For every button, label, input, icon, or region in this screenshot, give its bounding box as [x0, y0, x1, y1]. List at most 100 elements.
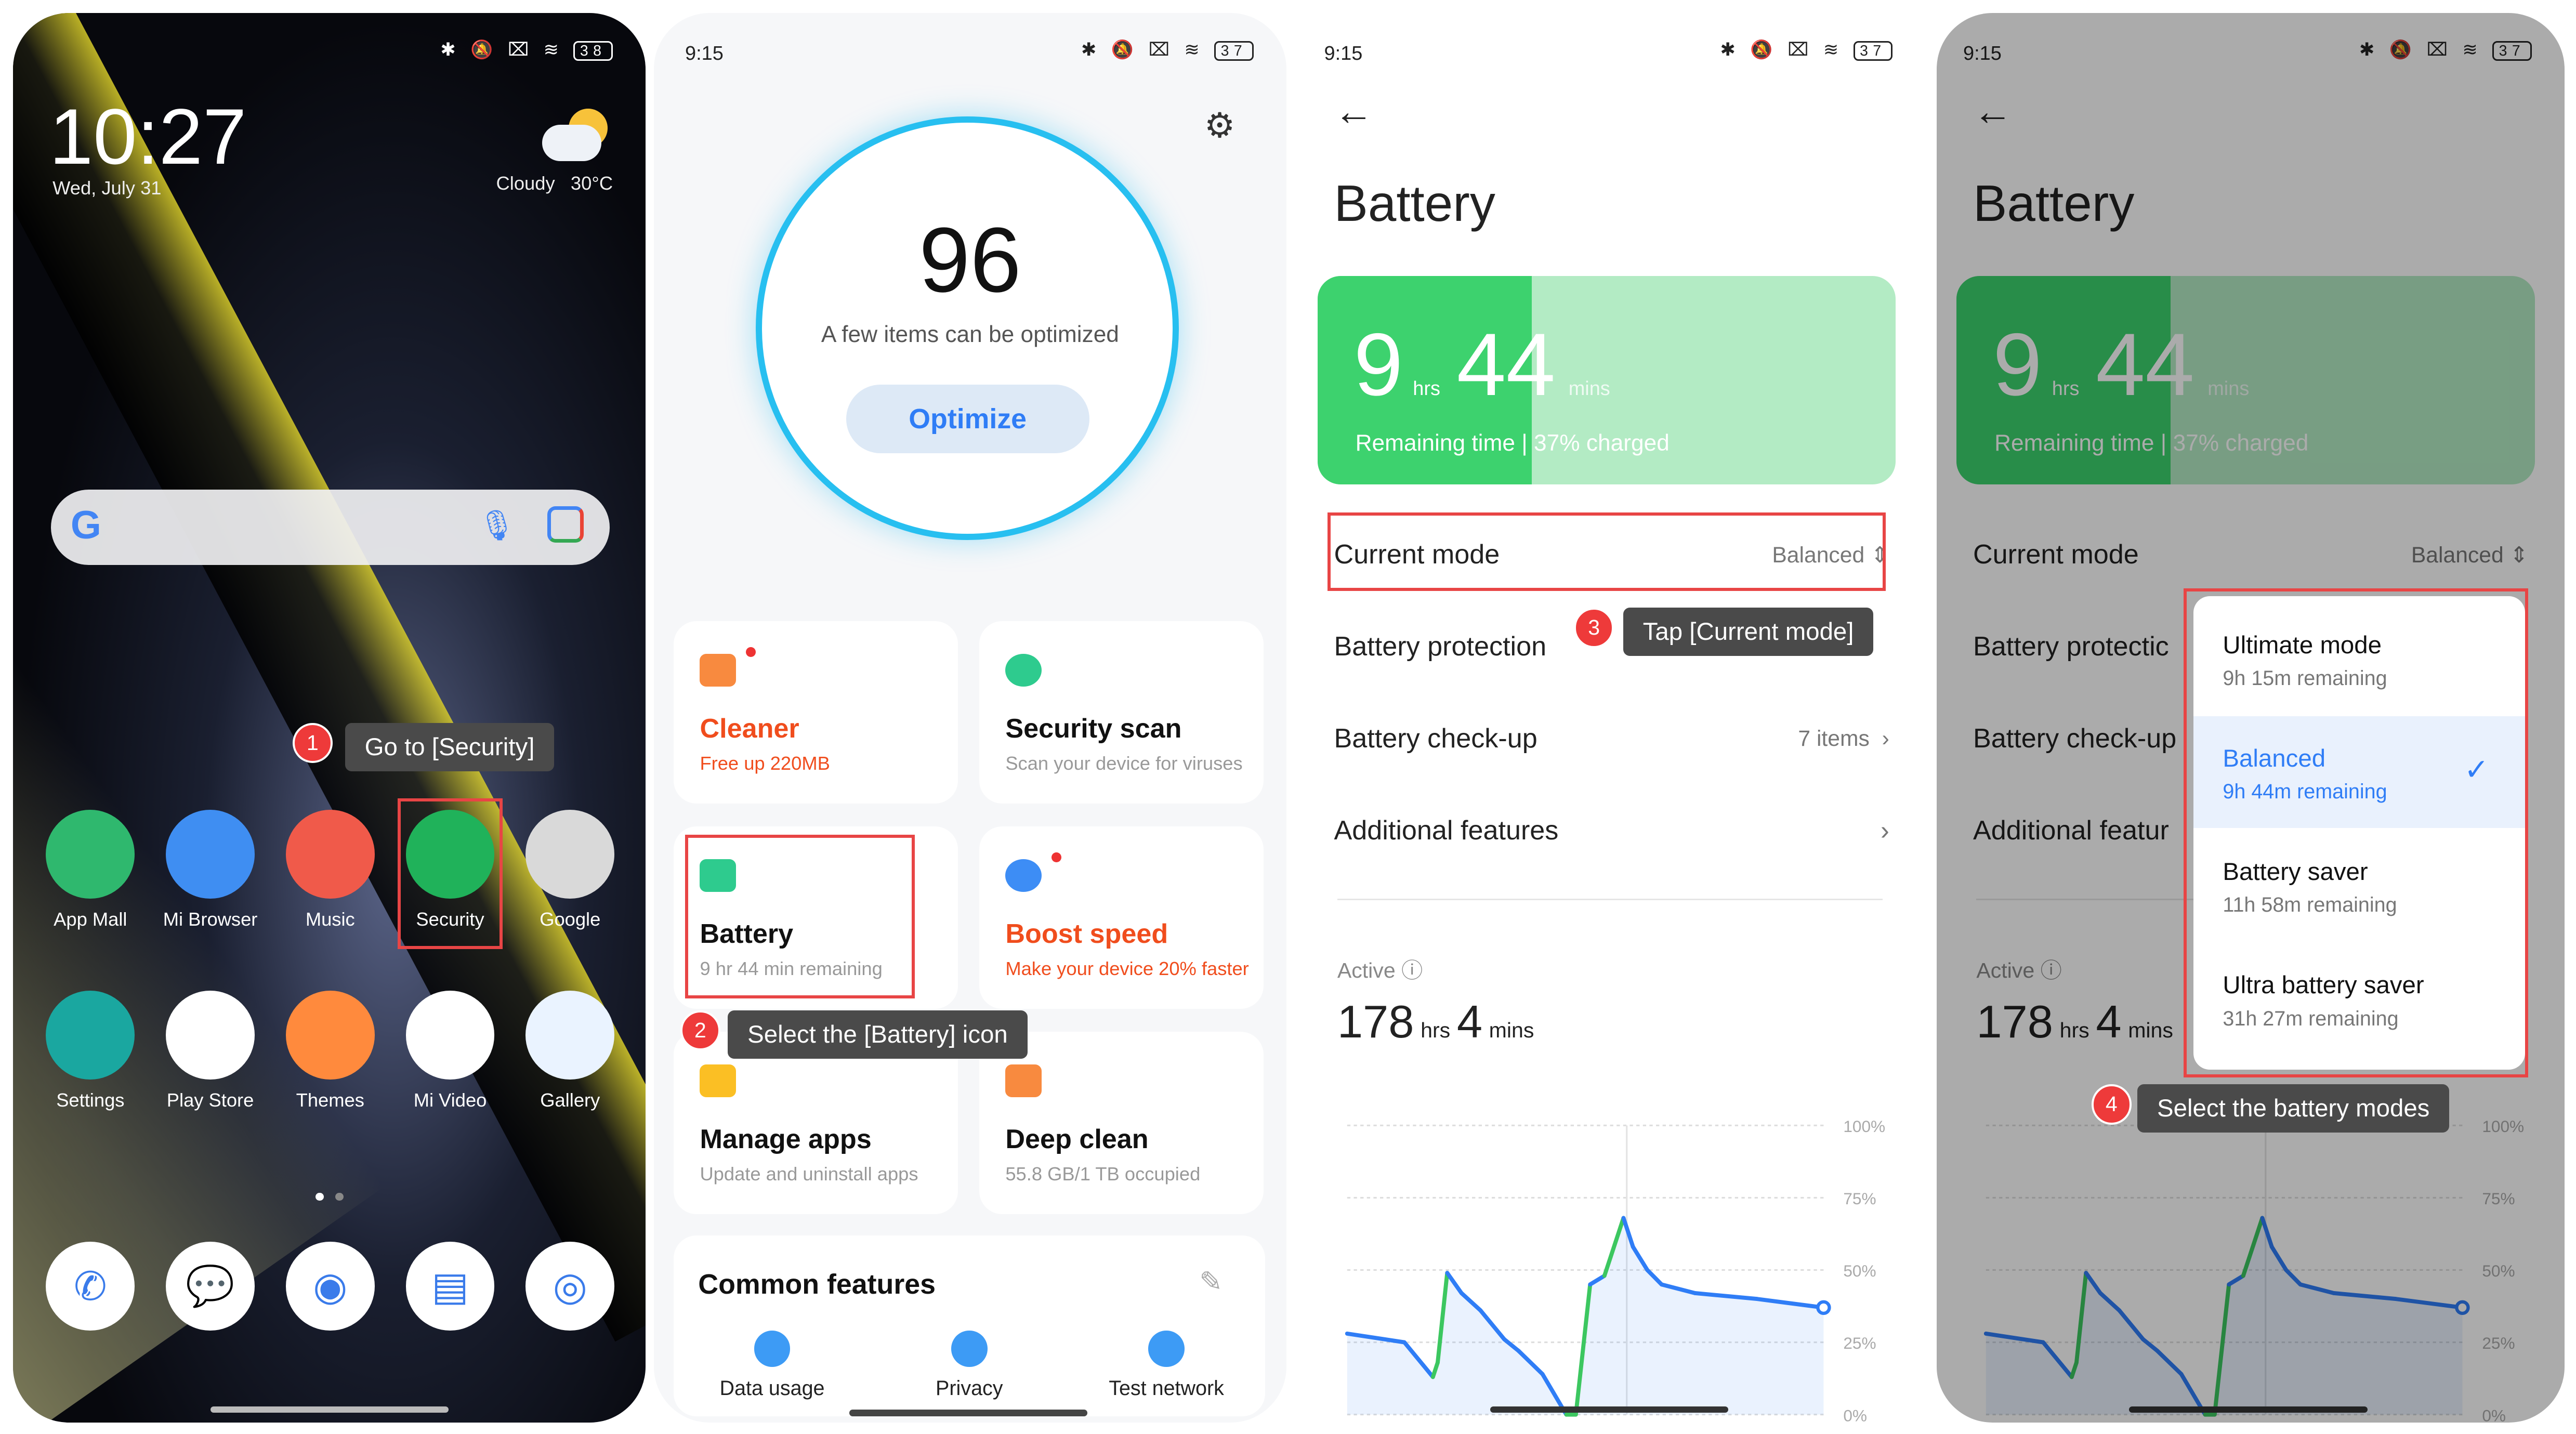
card-security-scan[interactable]: Security scan Scan your device for viruse…	[979, 621, 1264, 804]
card-deep-clean[interactable]: Deep clean 55.8 GB/1 TB occupied	[979, 1031, 1264, 1214]
back-arrow-icon[interactable]: ←	[1334, 89, 1374, 134]
step-badge: 3	[1573, 608, 1614, 648]
current-mode-value[interactable]: Balanced ⇕	[1772, 543, 1889, 568]
weather-condition: Cloudy	[496, 172, 555, 194]
y-tick-label: 100%	[1843, 1117, 1885, 1136]
charge-level-fill	[1956, 275, 2171, 485]
messages-icon: 💬	[166, 1242, 255, 1331]
card-title: Security scan	[1005, 713, 1182, 744]
google-folder-icon	[525, 810, 615, 899]
battery-checkup-label[interactable]: Battery check-up	[1334, 723, 1537, 754]
mode-option[interactable]: Ultimate mode 9h 15m remaining	[2193, 603, 2525, 715]
chart-segment	[1659, 1282, 1697, 1295]
home-indicator[interactable]	[849, 1409, 1088, 1416]
google-search-bar[interactable]: G 🎙	[50, 489, 610, 565]
dock-phone[interactable]: ✆	[33, 1242, 148, 1340]
current-mode-label[interactable]: Current mode	[1334, 539, 1500, 570]
app-themes[interactable]: Themes	[273, 990, 388, 1111]
app-play-store[interactable]: Play Store	[153, 990, 268, 1111]
common-features-card: Common features ✎ Data usage Privacy Test …	[673, 1235, 1265, 1416]
app-music[interactable]: Music	[273, 810, 388, 930]
chart-segment	[2060, 1363, 2074, 1379]
feature-privacy[interactable]: Privacy	[871, 1331, 1068, 1400]
battery-screen: 9:15 ✱ 🔕 ⌧ ≋ 37 ← Battery 9 hrs 44 mins Rem…	[1297, 13, 1926, 1423]
help-icon[interactable]: ⓘ	[1401, 958, 1423, 983]
date: Wed, July 31	[52, 177, 162, 199]
chart-segment	[1502, 1337, 1521, 1353]
status-time: 9:15	[1324, 43, 1363, 65]
dock-chrome[interactable]: ◉	[273, 1242, 388, 1340]
browser-icon	[166, 810, 255, 899]
chart-segment	[1478, 1308, 1492, 1324]
feature-test-network[interactable]: Test network	[1068, 1331, 1265, 1400]
hrs-unit: hrs	[2052, 377, 2080, 400]
dock-messages[interactable]: 💬	[153, 1242, 268, 1340]
google-g-icon: G	[70, 503, 101, 548]
chart-segment	[2141, 1337, 2160, 1353]
chart-segment	[2117, 1308, 2132, 1324]
feature-data-usage[interactable]: Data usage	[674, 1331, 871, 1400]
chart-segment	[2260, 1216, 2275, 1249]
mins-unit: mins	[2207, 377, 2250, 400]
chrome-icon: ◉	[285, 1242, 375, 1331]
chart-segment	[1984, 1331, 2046, 1345]
app-mi-video[interactable]: Mi Video	[392, 990, 507, 1111]
app-gallery[interactable]: Gallery	[512, 990, 627, 1111]
home-indicator[interactable]	[1490, 1406, 1729, 1413]
card-boost-speed[interactable]: Boost speed Make your device 20% faster	[979, 826, 1264, 1009]
phone-icon: ✆	[46, 1242, 135, 1331]
chart-segment	[2213, 1282, 2231, 1417]
mode-remaining: 11h 58m remaining	[2223, 893, 2397, 917]
optimize-button[interactable]: Optimize	[846, 384, 1089, 454]
help-icon[interactable]: ⓘ	[2040, 958, 2062, 983]
notes-icon: ▤	[405, 1242, 495, 1331]
card-battery[interactable]: Battery 9 hr 44 min remaining	[673, 826, 958, 1009]
highlight-mode-menu	[2183, 588, 2528, 1077]
mode-option[interactable]: Balanced 9h 44m remaining ✓	[2193, 716, 2525, 828]
step-badge: 2	[680, 1010, 721, 1051]
checkup-value[interactable]: 7 items ›	[1798, 726, 1889, 752]
app-google[interactable]: Google	[512, 810, 627, 930]
trash-icon	[700, 653, 736, 687]
home-indicator[interactable]	[2129, 1406, 2368, 1413]
home-indicator[interactable]	[210, 1406, 449, 1413]
app-settings[interactable]: Settings	[33, 990, 148, 1111]
step-badge: 4	[2091, 1084, 2132, 1125]
additional-features-label[interactable]: Additional featur	[1973, 815, 2169, 846]
chart-segment	[1573, 1282, 1593, 1417]
battery-protection-label[interactable]: Battery protection	[1334, 631, 1547, 662]
google-lens-icon[interactable]	[547, 506, 584, 543]
checkup-count: 7 items	[1798, 726, 1870, 752]
back-arrow-icon[interactable]: ←	[1973, 89, 2013, 134]
clock[interactable]: 10:27	[49, 93, 247, 181]
app-security[interactable]: Security	[392, 810, 507, 930]
feature-label: Test network	[1109, 1376, 1224, 1400]
additional-features-label[interactable]: Additional features	[1334, 815, 1559, 846]
y-tick-label: 25%	[1843, 1334, 1876, 1352]
app-label: Security	[416, 908, 484, 930]
y-tick-label: 75%	[1843, 1189, 1876, 1208]
instruction-tooltip: Tap [Current mode]	[1623, 608, 1874, 656]
microphone-icon[interactable]: 🎙	[478, 508, 516, 542]
card-manage-apps[interactable]: Manage apps Update and uninstall apps	[673, 1031, 958, 1214]
card-subtitle: Make your device 20% faster	[1005, 957, 1249, 979]
dock-camera[interactable]: ◎	[512, 1242, 627, 1340]
chart-segment	[1421, 1363, 1435, 1379]
edit-icon[interactable]: ✎	[1199, 1266, 1223, 1297]
settings-gear-icon[interactable]: ⚙	[1204, 107, 1236, 146]
app-mi-browser[interactable]: Mi Browser	[153, 810, 268, 930]
mode-option[interactable]: Battery saver 11h 58m remaining	[2193, 830, 2525, 941]
card-cleaner[interactable]: Cleaner Free up 220MB	[673, 621, 958, 804]
dock-notes[interactable]: ▤	[392, 1242, 507, 1340]
current-mode-value[interactable]: Balanced ⇕	[2411, 543, 2529, 568]
current-mode-label[interactable]: Current mode	[1973, 539, 2139, 570]
chart-segment	[2041, 1340, 2065, 1367]
battery-checkup-label[interactable]: Battery check-up	[1973, 723, 2177, 754]
app-app-mall[interactable]: App Mall	[33, 810, 148, 930]
battery-mode-menu: Ultimate mode 9h 15m remaining Balanced 9h …	[2193, 596, 2525, 1070]
battery-protection-label[interactable]: Battery protectic	[1973, 631, 2169, 662]
mode-option[interactable]: Ultra battery saver 31h 27m remaining	[2193, 943, 2525, 1055]
mode-remaining: 31h 27m remaining	[2223, 1007, 2399, 1030]
common-features-title: Common features	[698, 1269, 936, 1300]
remaining-mins: 44	[2096, 314, 2194, 414]
